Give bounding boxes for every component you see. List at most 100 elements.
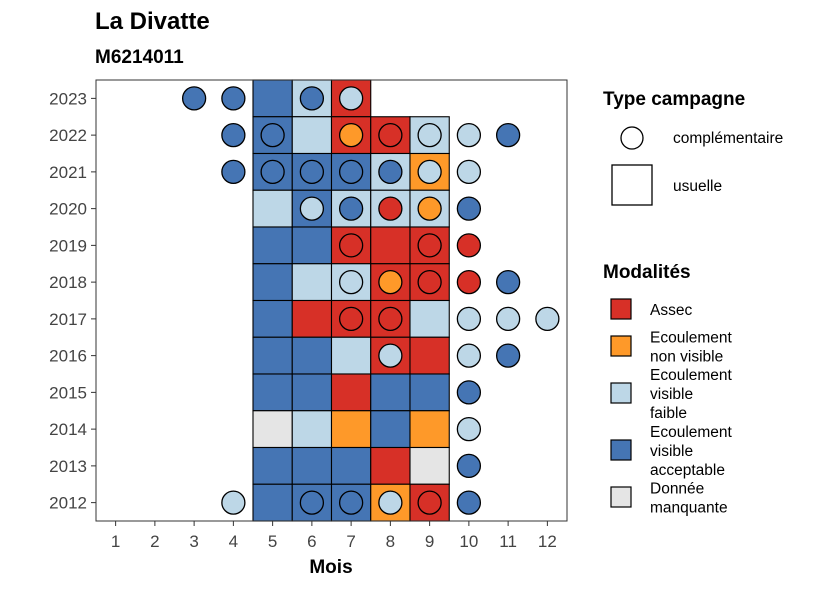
legend-label-NV: Ecoulement (650, 330, 733, 347)
y-axis: 2012 2013 2014 2015 2016 2017 2018 2019 2020 2021… (49, 89, 96, 513)
y-tick-label: 2021 (49, 163, 87, 182)
legend-label-VA: visible (650, 443, 693, 460)
point-2023-6 (299, 86, 325, 111)
point-2012-8 (378, 490, 403, 515)
usuelle-tiles (252, 79, 450, 522)
point-2018-11 (495, 269, 521, 295)
tile-2014-7 (330, 410, 372, 449)
tile-2015-9 (409, 373, 450, 412)
point-2021-8 (378, 159, 403, 185)
point-2015-10 (456, 380, 482, 405)
tile-2014-9 (409, 410, 450, 449)
tile-2018-5 (252, 263, 293, 302)
point-2021-6 (299, 159, 325, 185)
tile-2018-6 (291, 263, 333, 302)
point-2016-10 (456, 343, 482, 368)
tile-2012-9 (409, 483, 450, 522)
x-tick-label: 11 (499, 532, 517, 551)
point-2017-7 (338, 306, 364, 332)
point-2021-4 (221, 159, 246, 185)
point-2022-5 (260, 122, 285, 148)
tile-2014-8 (370, 410, 411, 449)
y-tick-label: 2014 (49, 420, 87, 439)
point-2012-6 (299, 490, 325, 515)
tile-2013-9 (409, 446, 450, 485)
point-2018-8 (378, 269, 403, 295)
tile-2015-7 (330, 373, 372, 412)
point-2018-10 (456, 269, 482, 295)
tile-2015-8 (370, 373, 411, 412)
x-tick-label: 5 (268, 532, 277, 551)
point-2022-11 (495, 122, 521, 148)
point-2016-8 (378, 343, 403, 368)
point-2019-10 (456, 233, 482, 258)
legend-fill-title: Modalités (603, 262, 691, 283)
tile-2017-5 (252, 299, 293, 338)
x-tick-label: 4 (229, 532, 238, 551)
point-2020-10 (456, 196, 482, 221)
point-2012-7 (338, 490, 364, 515)
point-2020-7 (338, 196, 364, 221)
point-2021-7 (338, 159, 364, 185)
point-2022-10 (456, 122, 482, 148)
chart-title: La Divatte (95, 8, 210, 35)
legend-label-NV: non visible (650, 349, 723, 366)
point-2021-10 (456, 159, 482, 185)
tile-2015-5 (252, 373, 293, 412)
point-2013-10 (456, 453, 482, 479)
point-2020-6 (299, 196, 325, 221)
point-2017-10 (456, 306, 482, 332)
tile-2019-9 (409, 226, 450, 265)
tile-2013-5 (252, 446, 293, 485)
point-2023-4 (221, 86, 246, 111)
x-tick-label: 12 (538, 532, 557, 551)
point-2019-7 (338, 233, 364, 258)
x-tick-label: 8 (386, 532, 395, 551)
y-tick-label: 2020 (49, 200, 87, 219)
tile-2014-6 (291, 410, 333, 449)
x-tick-label: 10 (459, 532, 478, 551)
legend-label-VA: acceptable (650, 462, 725, 479)
tile-2012-5 (252, 483, 293, 522)
x-tick-label: 2 (150, 532, 159, 551)
tile-2016-9 (409, 336, 450, 375)
point-2012-9 (417, 490, 442, 515)
tile-2023-5 (252, 79, 293, 118)
point-2023-3 (181, 86, 207, 111)
x-axis-title: Mois (309, 557, 352, 578)
y-tick-label: 2018 (49, 273, 87, 292)
complementaire-points (181, 86, 560, 515)
tile-2020-5 (252, 189, 293, 228)
point-2023-7 (338, 86, 364, 111)
point-2022-7 (338, 122, 364, 148)
x-axis: 1 2 3 4 5 6 7 8 9 10 11 12 (111, 521, 557, 551)
point-2021-9 (417, 159, 442, 185)
chart-subtitle: M6214011 (95, 47, 184, 68)
x-tick-label: 1 (111, 532, 120, 551)
y-tick-label: 2012 (49, 494, 87, 513)
tile-2016-7 (330, 336, 372, 375)
point-2016-11 (495, 343, 521, 368)
y-tick-label: 2019 (49, 236, 87, 255)
point-2017-12 (535, 306, 560, 332)
point-2019-9 (417, 233, 442, 258)
y-tick-label: 2013 (49, 457, 87, 476)
legend-shape-title: Type campagne (603, 89, 745, 110)
legend-label-VA: Ecoulement (650, 424, 733, 441)
tile-2019-5 (252, 226, 293, 265)
tile-2017-9 (409, 299, 450, 338)
legend-type-campagne: Type campagne complémentaire usuelle (603, 89, 783, 206)
legend-key-ND (610, 486, 632, 508)
legend-shape-label-usuelle: usuelle (673, 178, 722, 195)
legend-key-VF (610, 382, 632, 404)
legend-key-NV (610, 335, 632, 357)
y-tick-label: 2017 (49, 310, 87, 329)
legend-label-VF: faible (650, 405, 687, 422)
y-tick-label: 2022 (49, 126, 87, 145)
point-2017-11 (495, 306, 521, 332)
tile-2016-5 (252, 336, 293, 375)
x-tick-label: 9 (425, 532, 434, 551)
legend-key-A (610, 298, 632, 320)
